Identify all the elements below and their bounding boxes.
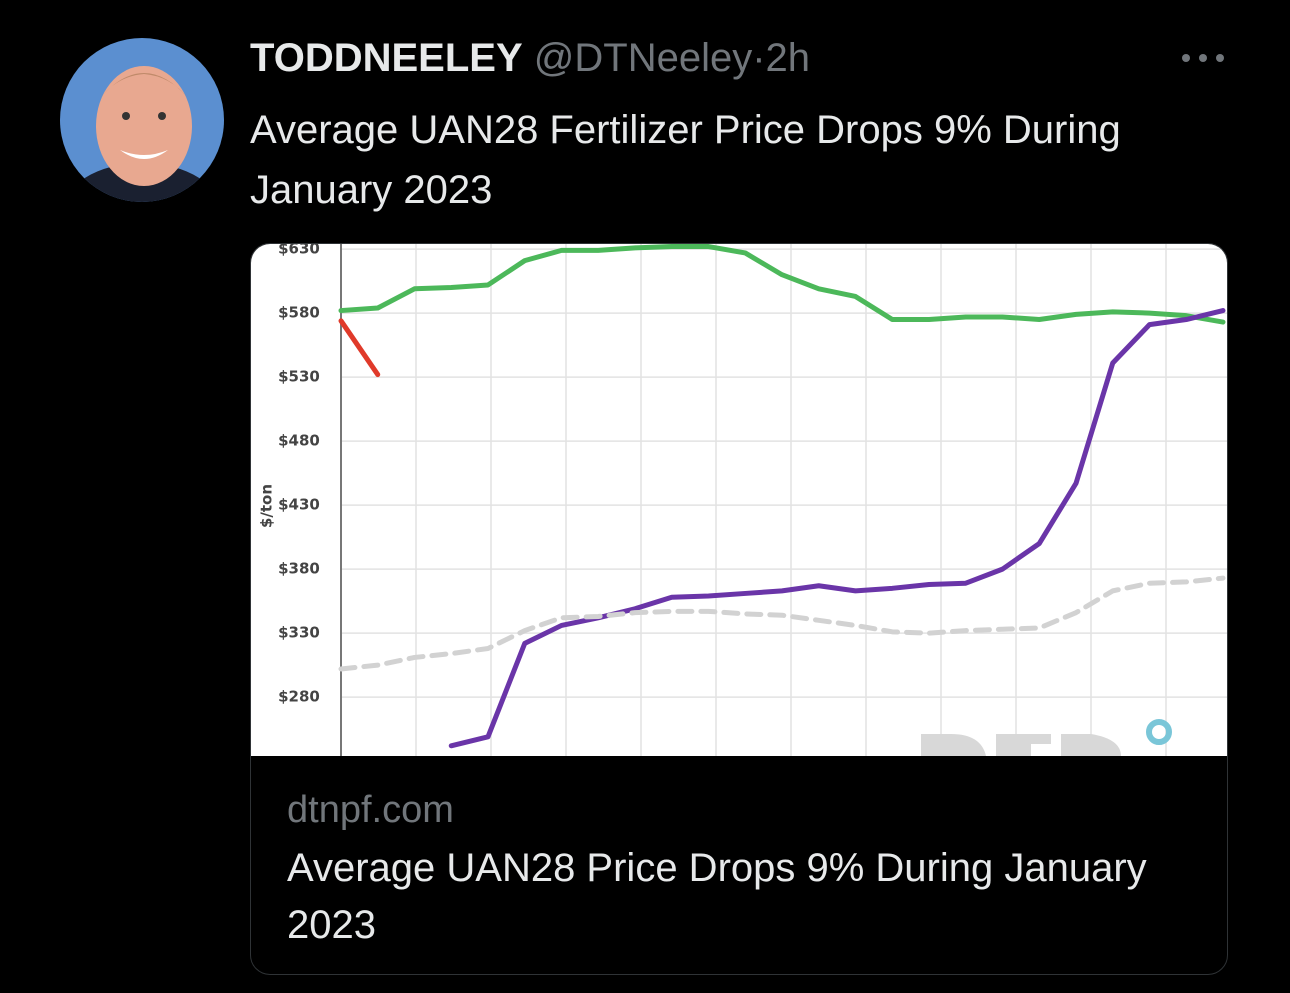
card-title: Average UAN28 Price Drops 9% During Janu… bbox=[287, 846, 1147, 947]
watermark-dot bbox=[1146, 719, 1172, 745]
y-tick-label: $330 bbox=[278, 624, 320, 642]
y-tick-label: $630 bbox=[278, 244, 320, 258]
chart-background bbox=[251, 244, 1227, 756]
separator: · bbox=[752, 36, 766, 80]
watermark bbox=[921, 734, 1121, 756]
chart: $/ton $280 $330 $380 $430 $480 $530 $580 $630 bbox=[251, 244, 1227, 756]
avatar[interactable] bbox=[60, 38, 224, 202]
handle[interactable]: @DTNeeley bbox=[533, 36, 753, 80]
timestamp[interactable]: 2h bbox=[765, 36, 811, 80]
series-line bbox=[338, 575, 1226, 672]
y-tick-label: $430 bbox=[278, 496, 320, 514]
y-tick-label: $380 bbox=[278, 560, 320, 578]
y-tick-label: $280 bbox=[278, 688, 320, 706]
author-name[interactable]: TODDNEELEY bbox=[250, 36, 523, 80]
series-line bbox=[338, 244, 1226, 325]
tweet-header: TODDNEELEY @DTNeeley·2h bbox=[250, 36, 810, 81]
y-tick-label: $480 bbox=[278, 432, 320, 450]
link-card[interactable]: $/ton $280 $330 $380 $430 $480 $530 $580 $630 d… bbox=[250, 243, 1228, 975]
more-menu[interactable] bbox=[1180, 50, 1226, 66]
series-line bbox=[338, 318, 381, 378]
y-axis-label: $/ton bbox=[258, 484, 276, 528]
y-tick-label: $580 bbox=[278, 304, 320, 322]
y-tick-label: $530 bbox=[278, 368, 320, 386]
tweet-text: Average UAN28 Fertilizer Price Drops 9% … bbox=[250, 108, 1121, 212]
series-line bbox=[448, 308, 1226, 749]
card-domain: dtnpf.com bbox=[287, 789, 454, 831]
